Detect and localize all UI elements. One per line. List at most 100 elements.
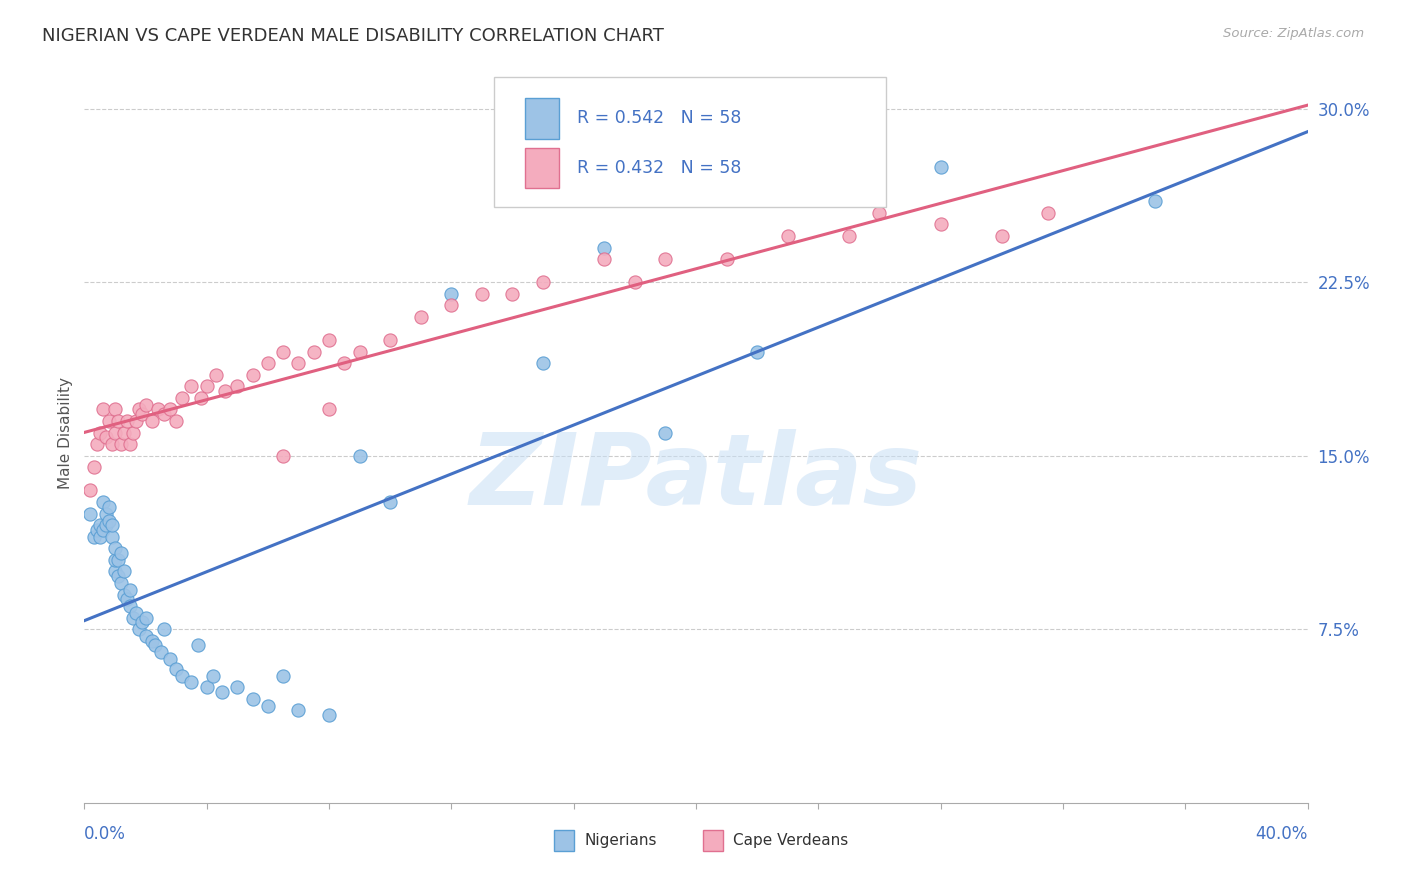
Point [502,286,524,301]
Point [104,565,127,579]
Point [531,275,554,289]
Point [271,668,294,682]
Point [89,530,111,544]
Point [107,414,129,428]
Point [120,582,142,597]
Point [104,425,127,440]
Text: Nigerians: Nigerians [585,833,657,847]
Point [101,530,124,544]
Point [257,356,280,370]
Text: ZIPatlas: ZIPatlas [470,428,922,525]
Point [91,402,114,417]
Point [349,449,371,463]
Point [79,483,101,498]
Point [94,507,117,521]
Point [94,430,117,444]
Point [165,662,187,676]
Point [440,298,463,312]
Text: R = 0.432   N = 58: R = 0.432 N = 58 [578,159,742,177]
Point [380,495,402,509]
Point [471,286,494,301]
Point [91,523,114,537]
Point [991,229,1014,244]
Text: R = 0.542   N = 58: R = 0.542 N = 58 [578,110,742,128]
Point [83,460,105,475]
Y-axis label: Male Disability: Male Disability [58,376,73,489]
Point [929,218,952,232]
Point [153,622,176,636]
Point [149,645,172,659]
Point [112,565,135,579]
Text: Source: ZipAtlas.com: Source: ZipAtlas.com [1223,27,1364,40]
Point [141,633,163,648]
Point [349,344,371,359]
Point [654,425,676,440]
Point [131,407,153,421]
Bar [524,98,560,138]
Point [205,368,228,382]
Text: NIGERIAN VS CAPE VERDEAN MALE DISABILITY CORRELATION CHART: NIGERIAN VS CAPE VERDEAN MALE DISABILITY… [42,27,664,45]
Point [112,588,135,602]
Point [172,668,194,682]
Point [1036,206,1059,220]
Point [165,414,187,428]
Bar [703,830,723,851]
Point [122,610,145,624]
Point [153,407,176,421]
Point [242,368,264,382]
Point [654,252,676,266]
Point [716,252,738,266]
Point [776,229,799,244]
Point [115,592,138,607]
Point [104,541,127,556]
Point [287,356,309,370]
Point [128,622,150,636]
Point [838,229,860,244]
Point [172,391,194,405]
Point [104,553,127,567]
Point [120,437,142,451]
Point [107,553,129,567]
Bar [524,147,560,188]
Point [271,344,294,359]
Point [226,379,249,393]
Bar [554,830,575,851]
Point [318,333,340,347]
Point [120,599,142,614]
Point [107,569,129,583]
Point [1143,194,1166,209]
Point [101,518,124,533]
Text: Cape Verdeans: Cape Verdeans [733,833,848,847]
Point [531,356,554,370]
Point [135,398,157,412]
Point [146,402,169,417]
Point [97,500,120,514]
Point [97,514,120,528]
Point [110,437,132,451]
Point [122,425,145,440]
Point [135,629,157,643]
Point [128,402,150,417]
Point [593,252,616,266]
Point [195,379,218,393]
Point [101,437,124,451]
Point [135,610,157,624]
Point [91,495,114,509]
Point [318,707,340,722]
Point [929,160,952,174]
Point [195,680,218,694]
Point [214,384,236,398]
Point [593,240,616,255]
Point [318,402,340,417]
Point [112,425,135,440]
Point [201,668,224,682]
Point [104,402,127,417]
Point [89,425,111,440]
Point [380,333,402,347]
Point [302,344,325,359]
Point [624,275,647,289]
Point [869,206,891,220]
Point [287,703,309,717]
Point [211,685,233,699]
Point [440,286,463,301]
